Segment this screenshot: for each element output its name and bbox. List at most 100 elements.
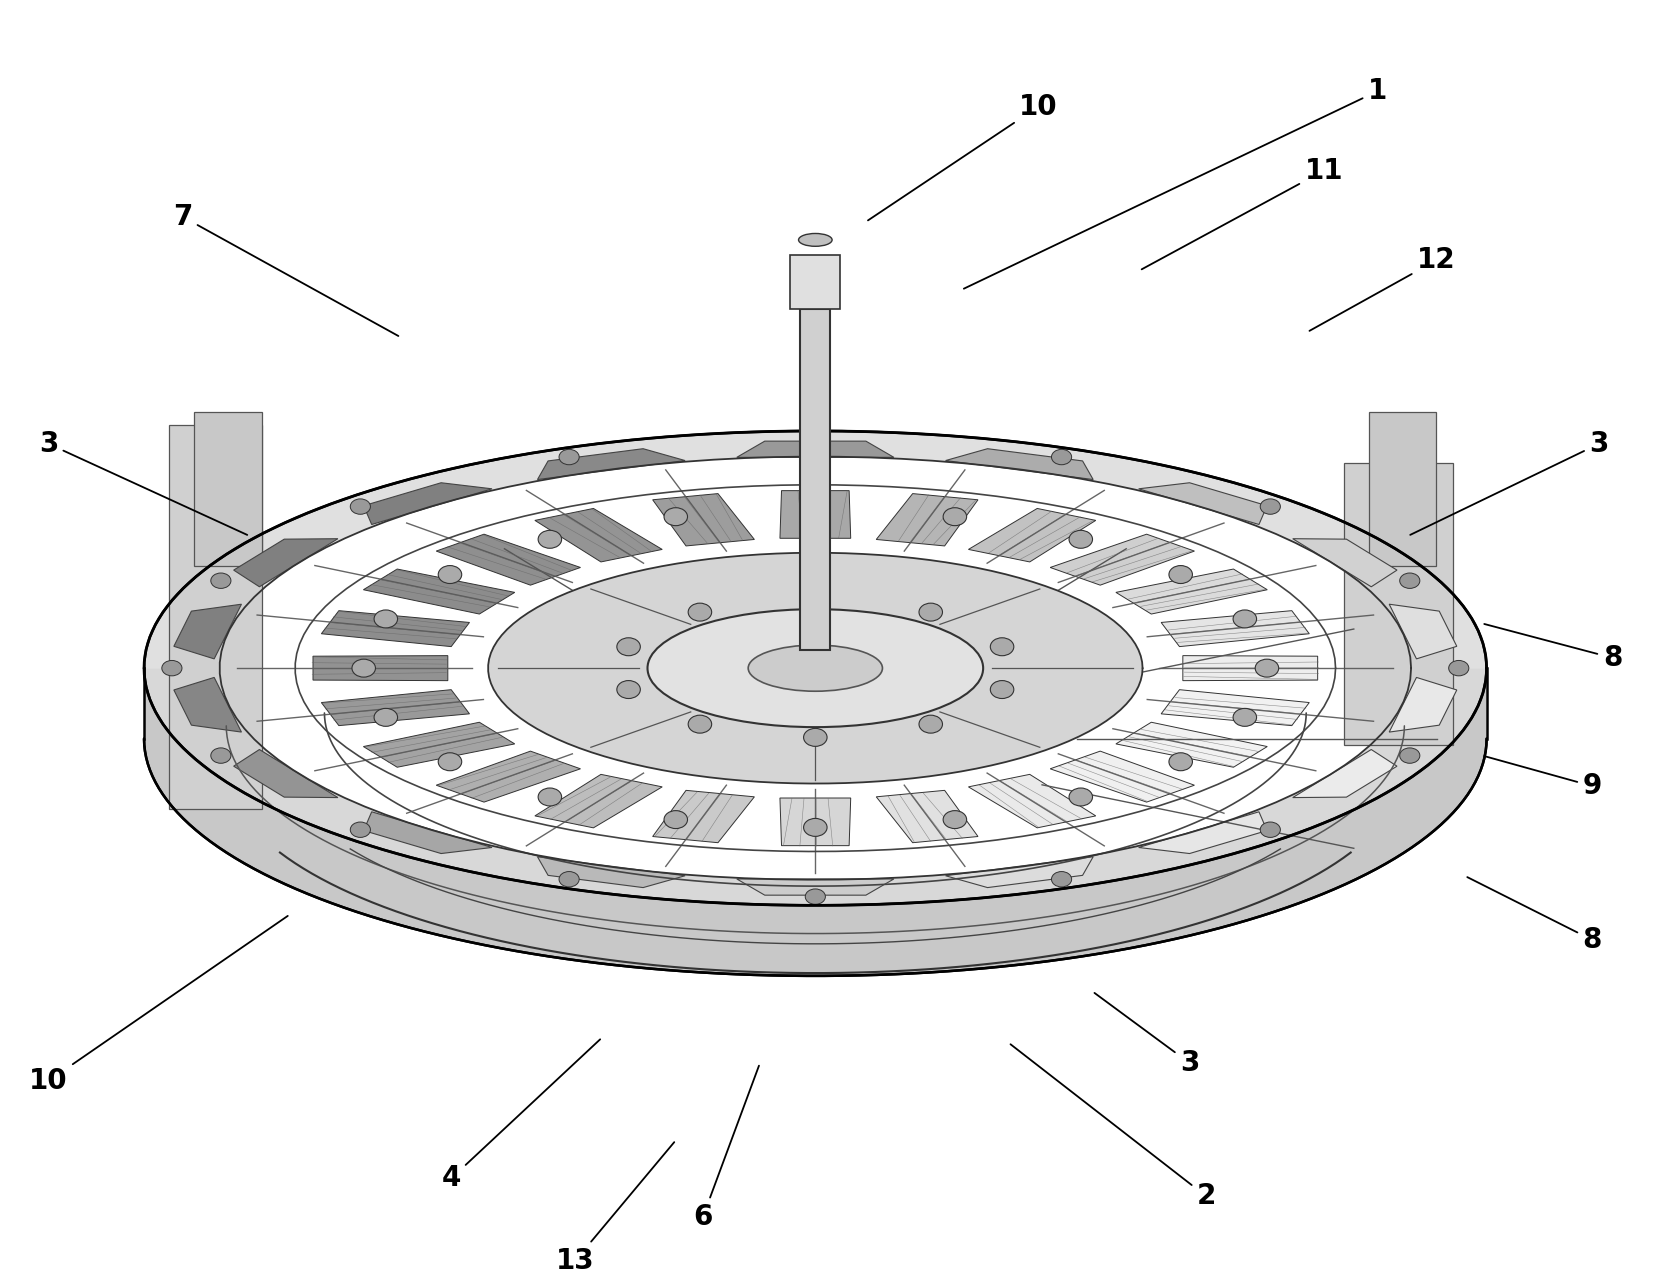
Polygon shape [1292,749,1396,798]
Polygon shape [173,604,242,659]
Text: 3: 3 [1410,429,1608,535]
Circle shape [1068,531,1092,549]
Circle shape [375,708,398,726]
Polygon shape [1050,535,1194,585]
Circle shape [438,753,462,771]
Polygon shape [736,441,894,457]
Circle shape [1448,660,1468,676]
Circle shape [210,573,230,589]
Polygon shape [1137,483,1267,524]
Polygon shape [1292,538,1396,587]
Text: 1: 1 [963,77,1386,289]
Polygon shape [234,749,338,798]
Text: 2: 2 [1010,1045,1215,1210]
Circle shape [803,819,827,837]
Text: 10: 10 [867,93,1057,221]
Polygon shape [968,775,1095,828]
Polygon shape [144,668,1485,905]
Text: 13: 13 [556,1142,674,1275]
Polygon shape [1161,690,1309,726]
Polygon shape [363,812,492,853]
FancyBboxPatch shape [790,256,840,310]
Polygon shape [968,509,1095,562]
Circle shape [538,788,561,806]
Text: 7: 7 [173,203,398,335]
Text: 10: 10 [29,916,287,1095]
Circle shape [1260,499,1280,514]
Polygon shape [1388,677,1457,732]
Polygon shape [1388,604,1457,659]
Circle shape [1068,788,1092,806]
Circle shape [664,508,687,526]
FancyBboxPatch shape [1368,411,1435,565]
Polygon shape [144,668,1485,975]
Circle shape [351,659,375,677]
Circle shape [617,681,640,699]
Text: 3: 3 [39,429,247,535]
FancyBboxPatch shape [1344,463,1452,745]
FancyBboxPatch shape [195,411,262,565]
Circle shape [942,508,966,526]
Ellipse shape [748,645,882,691]
Circle shape [803,729,827,747]
Circle shape [375,610,398,628]
Polygon shape [234,538,338,587]
Polygon shape [321,610,469,646]
Polygon shape [1183,655,1317,681]
Polygon shape [652,790,754,843]
Circle shape [919,603,942,621]
Circle shape [990,681,1013,699]
Polygon shape [321,690,469,726]
Polygon shape [780,491,850,538]
Circle shape [1052,871,1070,887]
Polygon shape [144,430,1485,668]
Ellipse shape [798,234,832,247]
Polygon shape [780,798,850,846]
FancyBboxPatch shape [170,424,262,810]
Circle shape [1233,708,1257,726]
Circle shape [805,432,825,447]
Circle shape [942,811,966,829]
Circle shape [1255,659,1278,677]
Text: 9: 9 [1483,756,1601,801]
Text: 12: 12 [1309,247,1455,330]
Circle shape [803,590,827,608]
Polygon shape [534,509,662,562]
Polygon shape [312,655,447,681]
Polygon shape [652,493,754,546]
Polygon shape [363,569,514,614]
Polygon shape [538,857,685,888]
Circle shape [990,637,1013,655]
Circle shape [1052,450,1070,465]
Text: 8: 8 [1467,878,1601,953]
Circle shape [559,450,580,465]
Polygon shape [875,493,978,546]
Text: 11: 11 [1141,157,1342,270]
Circle shape [1399,748,1420,763]
Ellipse shape [647,609,983,727]
Polygon shape [487,553,1141,784]
Circle shape [349,822,370,838]
Polygon shape [1116,722,1267,767]
Polygon shape [946,857,1092,888]
Circle shape [1168,753,1191,771]
Polygon shape [534,775,662,828]
Text: 3: 3 [1094,993,1198,1077]
Circle shape [687,716,711,734]
Polygon shape [1116,569,1267,614]
Polygon shape [363,483,492,524]
Circle shape [349,499,370,514]
Text: 8: 8 [1483,625,1621,672]
Circle shape [919,716,942,734]
Polygon shape [363,722,514,767]
Circle shape [438,565,462,583]
Circle shape [210,748,230,763]
Circle shape [805,889,825,905]
Polygon shape [736,879,894,896]
Circle shape [538,531,561,549]
Circle shape [617,637,640,655]
Circle shape [161,660,181,676]
Polygon shape [1050,752,1194,802]
Circle shape [687,603,711,621]
Text: 6: 6 [692,1065,759,1231]
